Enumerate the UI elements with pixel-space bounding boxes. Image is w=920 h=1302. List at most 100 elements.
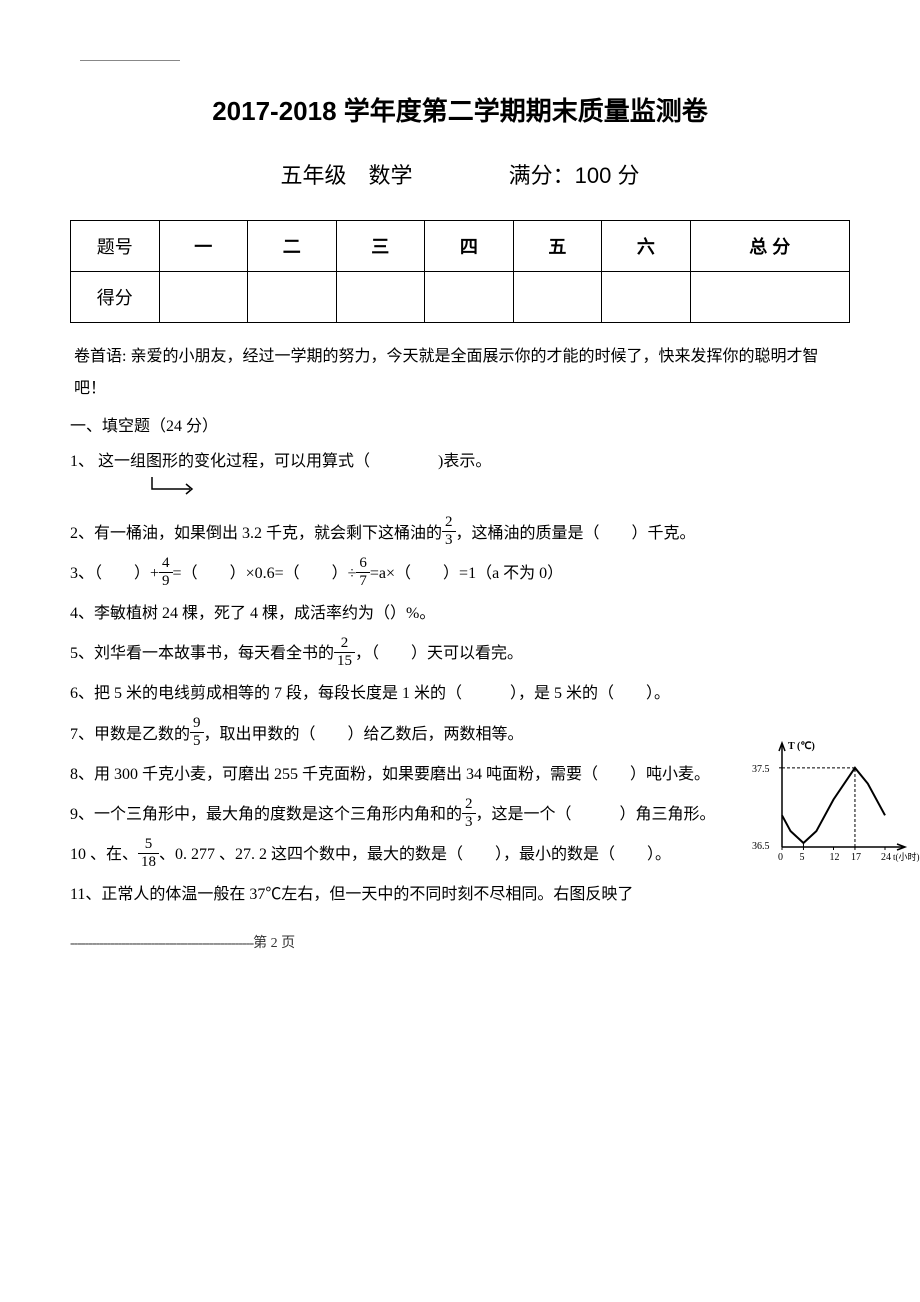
- fraction: 518: [138, 837, 159, 870]
- svg-text:t(小时): t(小时): [893, 851, 920, 862]
- header-divider: [80, 60, 180, 61]
- col-header-total: 总 分: [690, 221, 849, 272]
- row-label-cell: 得分: [71, 272, 160, 323]
- question-4: 4、李敏植树 24 棵，死了 4 棵，成活率约为（）%。: [70, 596, 850, 631]
- question-num: 6、: [70, 685, 94, 702]
- footer-dashes: ----------------------------------------…: [70, 936, 253, 951]
- question-text: 正常人的体温一般在 37℃左右，但一天中的不同时刻不尽相同。右图反映了: [101, 886, 633, 903]
- arrow-icon: [150, 475, 200, 497]
- fraction: 49: [159, 556, 173, 589]
- score-table: 题号 一 二 三 四 五 六 总 分 得分: [70, 220, 850, 323]
- svg-text:17: 17: [851, 852, 861, 863]
- score-cell: [690, 272, 849, 323]
- question-text: 有一桶油，如果倒出 3.2 千克，就会剩下这桶油的: [94, 525, 442, 542]
- question-num: 3、: [70, 565, 94, 582]
- chart-svg: T (℃) 37.5 36.5 0 5 12 17 24t(小时): [750, 737, 920, 867]
- score-cell: [513, 272, 602, 323]
- svg-text:5: 5: [799, 852, 804, 863]
- col-header: 三: [336, 221, 425, 272]
- temperature-chart: T (℃) 37.5 36.5 0 5 12 17 24t(小时): [750, 737, 920, 867]
- score-cell: [248, 272, 337, 323]
- col-header: 六: [602, 221, 691, 272]
- question-text: 甲数是乙数的: [94, 726, 190, 743]
- svg-text:24: 24: [881, 852, 891, 863]
- svg-text:36.5: 36.5: [752, 841, 770, 852]
- question-num: 7、: [70, 726, 94, 743]
- fraction-num: 9: [190, 716, 204, 733]
- fraction: 23: [442, 515, 456, 548]
- fraction: 215: [334, 636, 355, 669]
- fraction-num: 5: [138, 837, 159, 854]
- page-number: 第 2 页: [253, 936, 295, 951]
- fraction-den: 3: [462, 814, 476, 830]
- question-text: 一个三角形中，最大角的度数是这个三角形内角和的: [94, 806, 462, 823]
- section1-title: 一、填空题（24 分）: [70, 409, 850, 444]
- question-10: 10 、在、518、0. 277 、27. 2 这四个数中，最大的数是（ ），最…: [70, 837, 850, 872]
- fraction-den: 9: [159, 573, 173, 589]
- question-text: （ ）+: [94, 565, 159, 582]
- col-header: 五: [513, 221, 602, 272]
- question-num: 9、: [70, 806, 94, 823]
- question-text: ，（ ）天可以看完。: [355, 645, 523, 662]
- question-num: 8、: [70, 766, 94, 783]
- question-9: 9、一个三角形中，最大角的度数是这个三角形内角和的23，这是一个（ ）角三角形。: [70, 797, 850, 832]
- question-num: 2、: [70, 525, 94, 542]
- question-text: 把 5 米的电线剪成相等的 7 段，每段长度是 1 米的（ ），是 5 米的（ …: [94, 685, 670, 702]
- fraction: 23: [462, 797, 476, 830]
- question-text: 李敏植树 24 棵，死了 4 棵，成活率约为（）%。: [94, 605, 435, 622]
- question-text: =a×（ ）=1（a 不为 0）: [370, 565, 563, 582]
- question-3: 3、（ ）+49=（ ）×0.6=（ ）÷67=a×（ ）=1（a 不为 0）: [70, 556, 850, 591]
- col-header: 二: [248, 221, 337, 272]
- question-text: )表示。: [438, 453, 491, 470]
- col-header: 四: [425, 221, 514, 272]
- fraction-den: 18: [138, 854, 159, 870]
- question-num: 4、: [70, 605, 94, 622]
- score-cell: [336, 272, 425, 323]
- fraction-den: 5: [190, 733, 204, 749]
- intro-text: 卷首语: 亲爱的小朋友，经过一学期的努力，今天就是全面展示你的才能的时候了，快来…: [70, 341, 850, 405]
- fullscore: 满分：100 分: [509, 158, 640, 190]
- question-5: 5、刘华看一本故事书，每天看全书的215，（ ）天可以看完。: [70, 636, 850, 671]
- question-num: 11、: [70, 886, 101, 903]
- fraction-den: 7: [356, 573, 370, 589]
- question-text: ，取出甲数的（ ）给乙数后，两数相等。: [204, 726, 524, 743]
- question-6: 6、把 5 米的电线剪成相等的 7 段，每段长度是 1 米的（ ），是 5 米的…: [70, 676, 850, 711]
- arrow-diagram: [150, 475, 850, 510]
- svg-text:T (℃): T (℃): [788, 741, 815, 752]
- question-text: ，这桶油的质量是（ ）千克。: [456, 525, 696, 542]
- question-text: 刘华看一本故事书，每天看全书的: [94, 645, 334, 662]
- question-text: 、0. 277 、27. 2 这四个数中，最大的数是（ ），最小的数是（ ）。: [159, 846, 671, 863]
- question-text: ，这是一个（ ）角三角形。: [476, 806, 716, 823]
- question-num: 10 、: [70, 846, 106, 863]
- svg-text:12: 12: [830, 852, 840, 863]
- fraction-num: 2: [334, 636, 355, 653]
- row-label-cell: 题号: [71, 221, 160, 272]
- fraction: 67: [356, 556, 370, 589]
- col-header: 一: [159, 221, 248, 272]
- question-text: 在、: [106, 846, 138, 863]
- question-1: 1、 这一组图形的变化过程，可以用算式（ )表示。: [70, 444, 850, 510]
- fraction-num: 2: [442, 515, 456, 532]
- fraction-num: 4: [159, 556, 173, 573]
- page-footer: ----------------------------------------…: [70, 932, 850, 952]
- question-text: 这一组图形的变化过程，可以用算式（: [98, 453, 370, 470]
- fraction-num: 2: [462, 797, 476, 814]
- grade-subject: 五年级 数学: [281, 158, 413, 190]
- question-num: 5、: [70, 645, 94, 662]
- fraction-den: 3: [442, 532, 456, 548]
- table-score-row: 得分: [71, 272, 850, 323]
- score-cell: [159, 272, 248, 323]
- score-cell: [602, 272, 691, 323]
- question-11: 11、正常人的体温一般在 37℃左右，但一天中的不同时刻不尽相同。右图反映了: [70, 877, 850, 912]
- svg-text:37.5: 37.5: [752, 764, 770, 775]
- score-cell: [425, 272, 514, 323]
- grade-text: 五年级: [281, 163, 347, 188]
- fraction-den: 15: [334, 653, 355, 669]
- fraction: 95: [190, 716, 204, 749]
- exam-subtitle: 五年级 数学 满分：100 分: [70, 158, 850, 190]
- svg-text:0: 0: [778, 852, 783, 863]
- question-8: 8、用 300 千克小麦，可磨出 255 千克面粉，如果要磨出 34 吨面粉，需…: [70, 757, 850, 792]
- subject-text: 数学: [369, 163, 413, 188]
- question-num: 1、: [70, 453, 94, 470]
- table-header-row: 题号 一 二 三 四 五 六 总 分: [71, 221, 850, 272]
